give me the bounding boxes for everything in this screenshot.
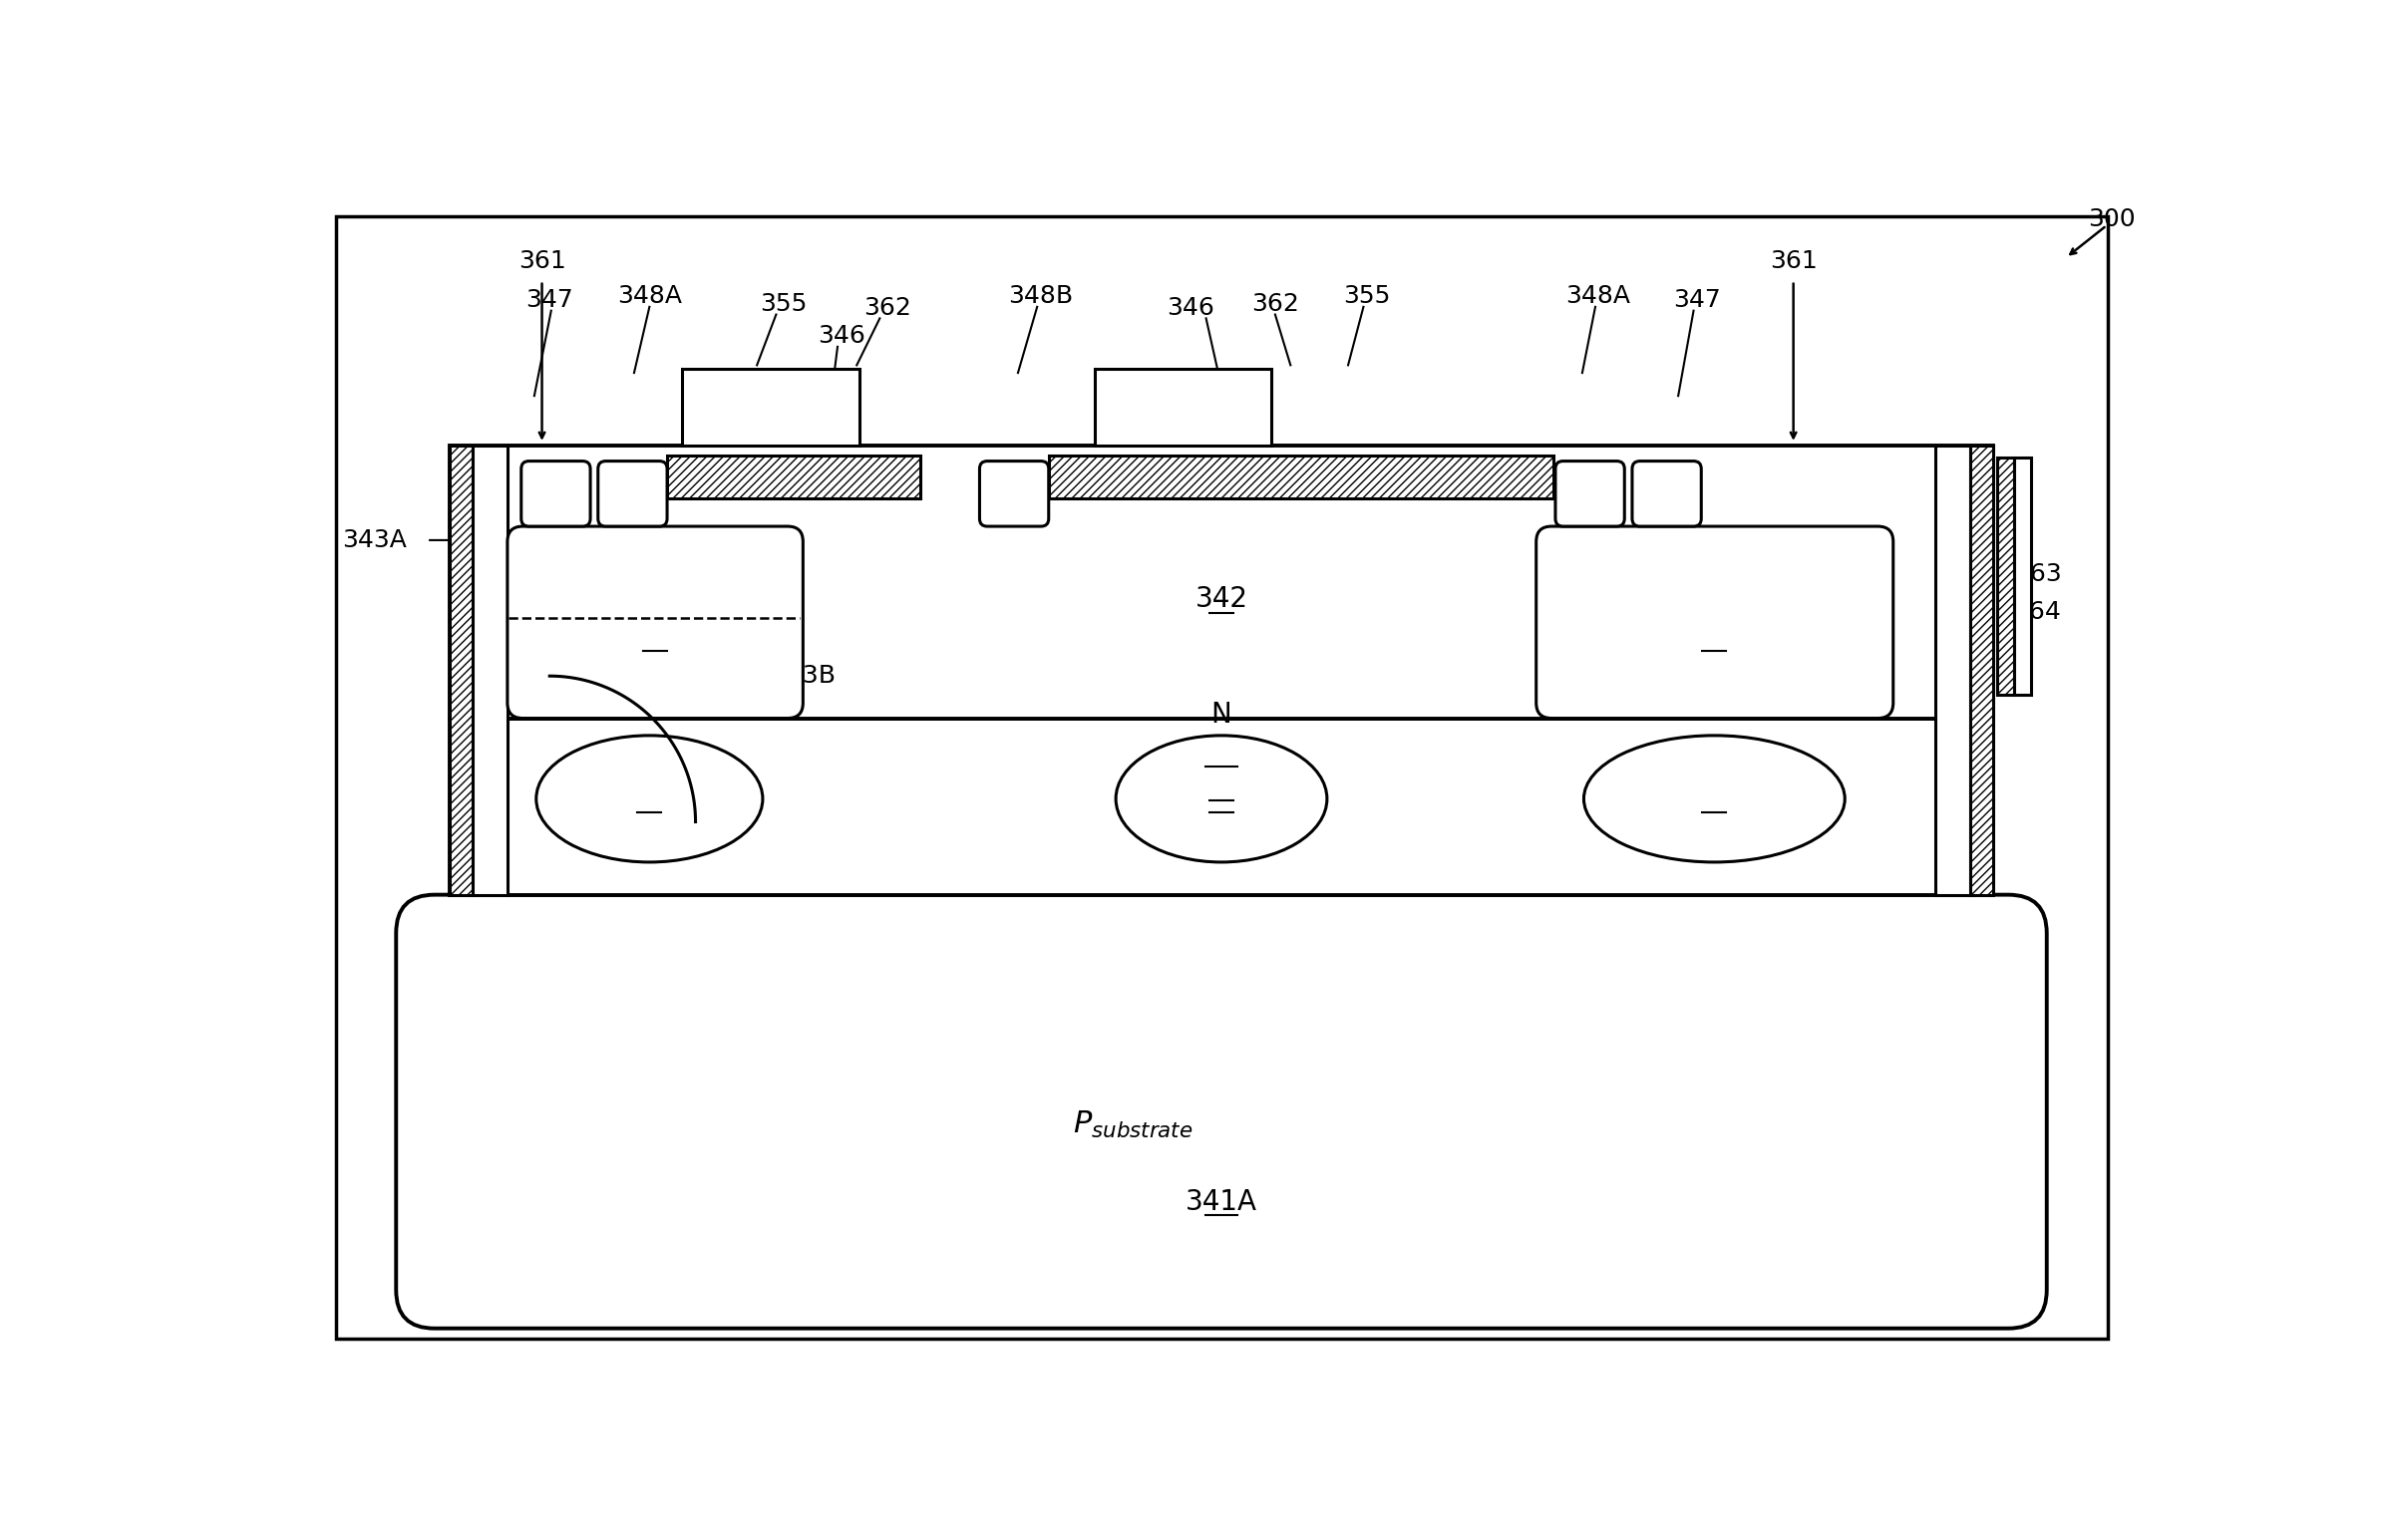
Text: 363: 363 — [2014, 562, 2062, 585]
Text: 362: 362 — [863, 296, 911, 320]
Text: N+: N+ — [1571, 482, 1609, 507]
Bar — [451, 718, 1993, 895]
Text: 342: 342 — [1194, 585, 1247, 613]
FancyBboxPatch shape — [598, 460, 668, 527]
Ellipse shape — [1116, 736, 1328, 862]
Ellipse shape — [1583, 736, 1845, 862]
Bar — [1998, 457, 2014, 695]
Bar — [451, 445, 1993, 718]
Bar — [1049, 456, 1554, 497]
Text: 360: 360 — [1194, 773, 1247, 801]
Text: 347: 347 — [527, 288, 575, 313]
Text: 364: 364 — [2014, 601, 2062, 624]
Text: 348A: 348A — [1566, 283, 1631, 308]
Text: 343B: 343B — [770, 664, 834, 688]
FancyBboxPatch shape — [396, 895, 2048, 1329]
Bar — [451, 445, 472, 895]
Text: $P_{substrate}$: $P_{substrate}$ — [1073, 1109, 1194, 1141]
Text: 347: 347 — [1674, 288, 1721, 313]
FancyBboxPatch shape — [1535, 527, 1893, 718]
Text: 348B: 348B — [1008, 283, 1073, 308]
Bar — [1094, 370, 1271, 445]
Text: 365: 365 — [1688, 785, 1740, 813]
Text: 361: 361 — [517, 249, 565, 274]
Bar — [1936, 445, 1969, 895]
Text: 355: 355 — [760, 291, 808, 316]
Text: 362: 362 — [1252, 291, 1299, 316]
Bar — [472, 445, 508, 895]
Text: 365: 365 — [622, 785, 677, 813]
Text: 341A: 341A — [1185, 1187, 1256, 1215]
Text: P+: P+ — [539, 482, 575, 507]
FancyBboxPatch shape — [522, 460, 591, 527]
Text: 361: 361 — [1769, 249, 1817, 274]
FancyBboxPatch shape — [1633, 460, 1702, 527]
Text: N+: N+ — [994, 482, 1035, 507]
Bar — [668, 456, 920, 497]
Text: 366: 366 — [1194, 785, 1247, 813]
Bar — [682, 370, 858, 445]
Text: 343A: 343A — [343, 528, 408, 553]
Text: 343: 343 — [1688, 624, 1740, 651]
Text: N: N — [1211, 701, 1233, 728]
Text: 355: 355 — [1345, 283, 1390, 308]
Text: N+: N+ — [613, 482, 653, 507]
FancyBboxPatch shape — [980, 460, 1049, 527]
FancyBboxPatch shape — [1554, 460, 1624, 527]
Text: P+: P+ — [1650, 482, 1685, 507]
Text: 341B: 341B — [1185, 739, 1256, 767]
Ellipse shape — [536, 736, 763, 862]
Text: 343: 343 — [629, 624, 682, 651]
FancyBboxPatch shape — [508, 527, 803, 718]
Bar — [2014, 457, 2031, 695]
Text: 348A: 348A — [617, 283, 682, 308]
Text: 346: 346 — [818, 323, 865, 348]
Text: 346: 346 — [1166, 296, 1213, 320]
Text: 300: 300 — [2088, 208, 2136, 231]
Bar — [1969, 445, 1993, 895]
